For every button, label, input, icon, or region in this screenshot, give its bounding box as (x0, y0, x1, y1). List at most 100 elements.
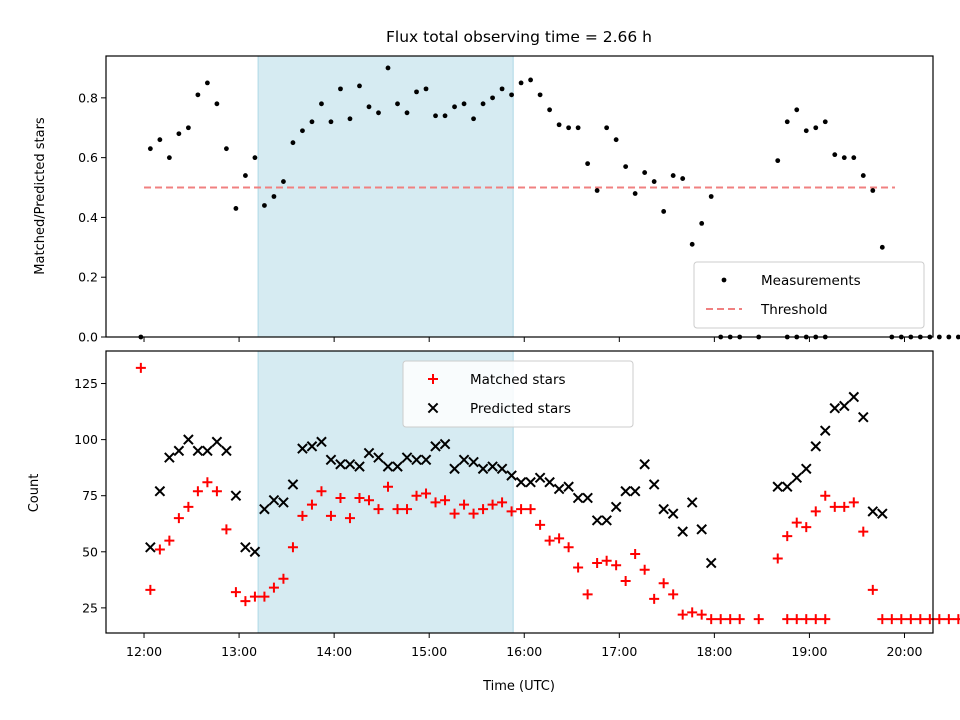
data-point (848, 391, 860, 403)
y-tick-label: 125 (74, 376, 98, 391)
data-point (582, 589, 593, 600)
data-point (858, 526, 869, 537)
data-point (452, 104, 457, 110)
data-point (604, 125, 610, 131)
data-point (297, 443, 308, 454)
data-point (468, 456, 479, 468)
data-point (373, 452, 384, 463)
data-point (651, 179, 657, 184)
data-point (382, 461, 394, 472)
data-point (810, 614, 821, 625)
data-point (278, 573, 289, 584)
data-point (423, 86, 429, 92)
data-point (623, 164, 629, 170)
data-point (449, 463, 460, 475)
data-point (601, 555, 612, 566)
x-tick-label: 19:00 (791, 644, 827, 659)
data-point (268, 582, 279, 593)
data-point (164, 535, 175, 546)
data-point (838, 400, 850, 412)
data-point (715, 614, 726, 625)
data-point (338, 86, 343, 92)
data-point (192, 486, 203, 497)
data-point (211, 486, 222, 497)
data-point (876, 508, 888, 519)
data-point (252, 155, 258, 161)
data-point (287, 479, 299, 490)
data-point (249, 546, 261, 558)
data-point (572, 492, 584, 504)
data-point (936, 334, 942, 340)
data-point (639, 564, 650, 575)
data-point (563, 481, 574, 493)
data-point (185, 125, 191, 131)
data-point (316, 486, 327, 497)
x-tick-label: 17:00 (601, 644, 637, 659)
data-point (810, 441, 822, 452)
x-tick-label: 12:00 (126, 644, 162, 659)
data-point (611, 560, 622, 571)
data-point (563, 542, 574, 553)
data-point (401, 452, 413, 463)
data-point (477, 463, 489, 475)
data-point (147, 146, 153, 152)
data-point (547, 107, 553, 113)
data-point (905, 614, 916, 625)
data-point (173, 513, 184, 524)
data-point (896, 614, 907, 625)
data-point (319, 101, 324, 107)
data-point (661, 209, 667, 214)
data-point (157, 137, 163, 143)
data-point (819, 425, 831, 436)
data-point (668, 589, 679, 600)
data-point (328, 119, 334, 125)
data-point (525, 504, 536, 515)
y-tick-label: 0.4 (78, 210, 98, 225)
bottom-series-predicted-stars (145, 391, 888, 569)
data-point (630, 549, 641, 560)
data-point (195, 92, 201, 98)
data-point (354, 492, 365, 503)
data-point (363, 447, 375, 459)
data-point (591, 515, 603, 526)
data-point (820, 614, 831, 625)
data-point (439, 438, 451, 450)
data-point (867, 584, 878, 595)
data-point (506, 470, 517, 481)
data-point (411, 490, 422, 501)
data-point (592, 558, 603, 569)
data-point (202, 445, 213, 457)
x-tick-label: 20:00 (886, 644, 922, 659)
bottom-series-matched-stars (135, 362, 960, 625)
data-point (290, 140, 296, 146)
data-point (677, 526, 688, 537)
data-point (610, 501, 622, 513)
data-point (243, 173, 248, 178)
data-point (173, 445, 185, 457)
data-point (822, 119, 828, 125)
data-point (791, 614, 802, 625)
data-point (335, 492, 346, 503)
data-point (848, 497, 859, 508)
data-point (183, 501, 194, 512)
data-point (402, 504, 413, 515)
data-point (135, 362, 146, 373)
data-point (471, 116, 476, 122)
data-point (366, 104, 372, 110)
data-point (490, 95, 495, 101)
data-point (544, 476, 555, 488)
data-point (794, 107, 800, 113)
data-point (566, 125, 572, 131)
data-point (934, 614, 945, 625)
data-point (782, 614, 793, 625)
data-point (487, 499, 498, 510)
data-point (534, 472, 546, 484)
data-point (461, 101, 467, 107)
data-point (154, 544, 165, 555)
data-point (553, 483, 565, 495)
data-point (829, 402, 841, 414)
x-tick-label: 18:00 (696, 644, 732, 659)
data-point (784, 119, 790, 125)
data-point (518, 80, 524, 86)
data-point (575, 125, 581, 131)
